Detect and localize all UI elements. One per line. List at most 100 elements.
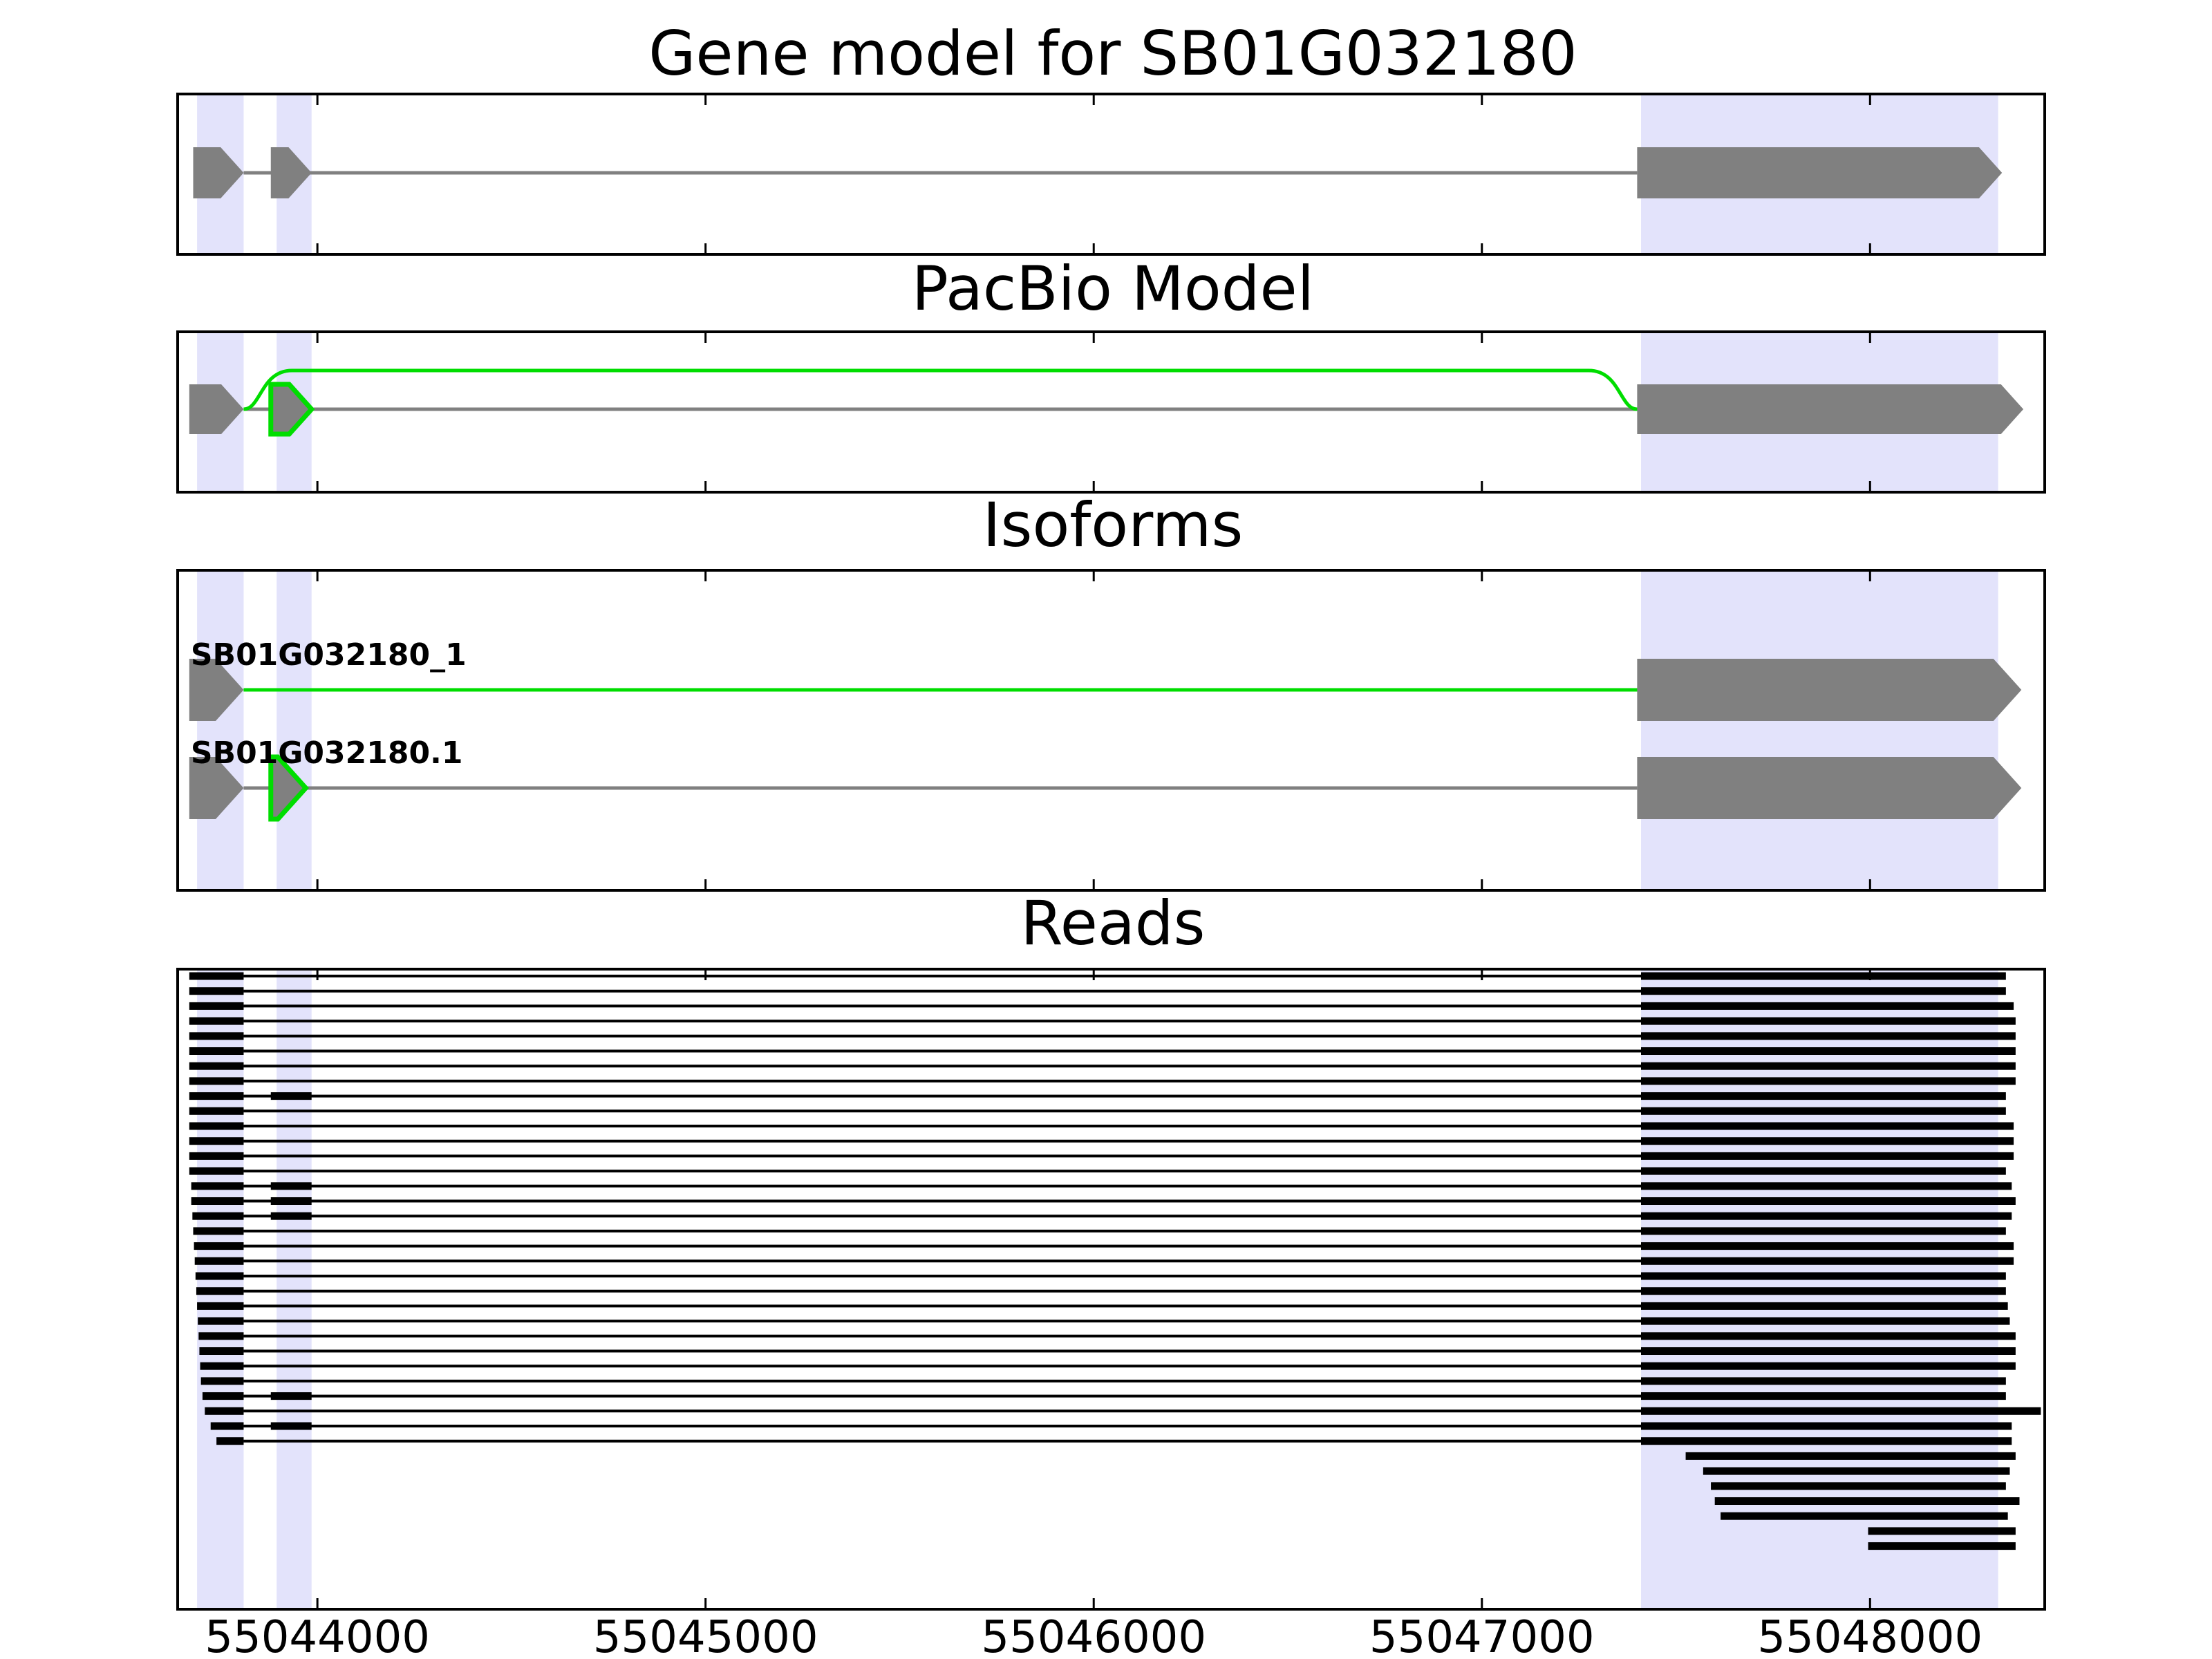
read-block xyxy=(1868,1542,2016,1550)
exon-block xyxy=(193,147,244,198)
panel-title-reads: Reads xyxy=(1021,888,1206,959)
panel-title-isoforms: Isoforms xyxy=(983,489,1244,561)
reads-panel xyxy=(176,968,2046,1611)
exon-block xyxy=(189,659,244,721)
read-block xyxy=(1641,1302,2008,1310)
read xyxy=(189,1107,2006,1115)
read-block xyxy=(189,972,244,980)
read-block xyxy=(1641,1062,2016,1070)
read-block xyxy=(1641,1077,2016,1085)
read xyxy=(189,972,2006,980)
read xyxy=(1868,1542,2016,1550)
read-block xyxy=(1641,1152,2014,1160)
read-block xyxy=(1641,1437,2012,1445)
exon-block xyxy=(270,147,312,198)
read xyxy=(192,1212,2012,1220)
read-block xyxy=(1641,1047,2016,1055)
read xyxy=(191,1182,2012,1190)
read-block xyxy=(270,1197,312,1205)
read-block xyxy=(1641,1107,2006,1115)
read-block xyxy=(189,1002,244,1010)
read xyxy=(189,1077,2016,1085)
read-block xyxy=(194,1242,244,1250)
read xyxy=(196,1287,2006,1295)
exon-block xyxy=(1637,147,2003,198)
read-block xyxy=(1641,1182,2012,1190)
read-block xyxy=(205,1407,244,1415)
read-block xyxy=(195,1272,244,1280)
read xyxy=(200,1377,2006,1385)
read-block xyxy=(1641,972,2006,980)
x-tick-label: 55046000 xyxy=(981,1612,1206,1659)
panel-frame xyxy=(176,93,2046,256)
read-block xyxy=(198,1317,244,1325)
pacbio-model-panel xyxy=(176,330,2046,494)
read-block xyxy=(270,1182,312,1190)
read-block xyxy=(270,1422,312,1430)
panel-frame xyxy=(176,968,2046,1611)
read-block xyxy=(1868,1527,2016,1535)
read xyxy=(1703,1467,2010,1475)
read xyxy=(189,1167,2006,1175)
x-tick-label: 55044000 xyxy=(205,1612,430,1659)
panel-frame xyxy=(176,330,2046,494)
read-block xyxy=(1714,1497,2020,1505)
read-block xyxy=(210,1422,244,1430)
read-block xyxy=(1641,1137,2014,1145)
read-block xyxy=(196,1287,244,1295)
read-block xyxy=(191,1182,244,1190)
exon-band xyxy=(276,570,312,890)
read-block xyxy=(1721,1512,2008,1520)
read-block xyxy=(192,1212,244,1220)
x-axis-tick-labels: 55044000 55045000 55046000 55047000 55048000 xyxy=(205,1612,1983,1659)
isoform-label: SB01G032180.1 xyxy=(191,735,463,771)
skip-junction-arc xyxy=(243,368,1638,411)
read-block xyxy=(1641,1272,2006,1280)
read-block xyxy=(189,1017,244,1025)
read-block xyxy=(198,1332,244,1340)
read xyxy=(189,1152,2014,1160)
read-block xyxy=(270,1212,312,1220)
read-block xyxy=(1711,1482,2006,1490)
read-block xyxy=(191,1197,244,1205)
read-block xyxy=(1641,1197,2016,1205)
read-block xyxy=(216,1437,244,1445)
read xyxy=(1711,1482,2006,1490)
read xyxy=(198,1332,2016,1340)
read-block xyxy=(1641,1227,2006,1235)
read-block xyxy=(189,1137,244,1145)
read-block xyxy=(1641,1002,2014,1010)
read-block xyxy=(197,1302,244,1310)
read xyxy=(193,1227,2006,1235)
read-block xyxy=(1641,1317,2010,1325)
read-block xyxy=(1641,1017,2016,1025)
read-block xyxy=(1641,1122,2014,1130)
read xyxy=(189,1092,2006,1100)
panel-title-gene-model: Gene model for SB01G032180 xyxy=(648,18,1577,89)
read-block xyxy=(189,1032,244,1040)
read-block xyxy=(202,1392,244,1400)
read-block xyxy=(1641,1347,2016,1355)
read-block xyxy=(270,1092,312,1100)
gene-model-panel xyxy=(176,93,2046,256)
read xyxy=(198,1317,2010,1325)
read-block xyxy=(199,1347,244,1355)
read xyxy=(1868,1527,2016,1535)
read-block xyxy=(1641,1362,2016,1370)
read-block xyxy=(1641,1032,2016,1040)
exon-band xyxy=(276,969,312,1609)
read-block xyxy=(189,987,244,995)
read-block xyxy=(1641,1392,2006,1400)
exon-block xyxy=(189,757,244,819)
read xyxy=(202,1392,2006,1400)
read xyxy=(205,1407,2041,1415)
read-block xyxy=(200,1377,244,1385)
read-block xyxy=(1641,987,2006,995)
x-tick-label: 55047000 xyxy=(1369,1612,1595,1659)
exon-band xyxy=(1641,570,1998,890)
read xyxy=(189,1032,2016,1040)
read xyxy=(189,1002,2014,1010)
read xyxy=(1714,1497,2020,1505)
isoform-label: SB01G032180_1 xyxy=(191,637,467,673)
